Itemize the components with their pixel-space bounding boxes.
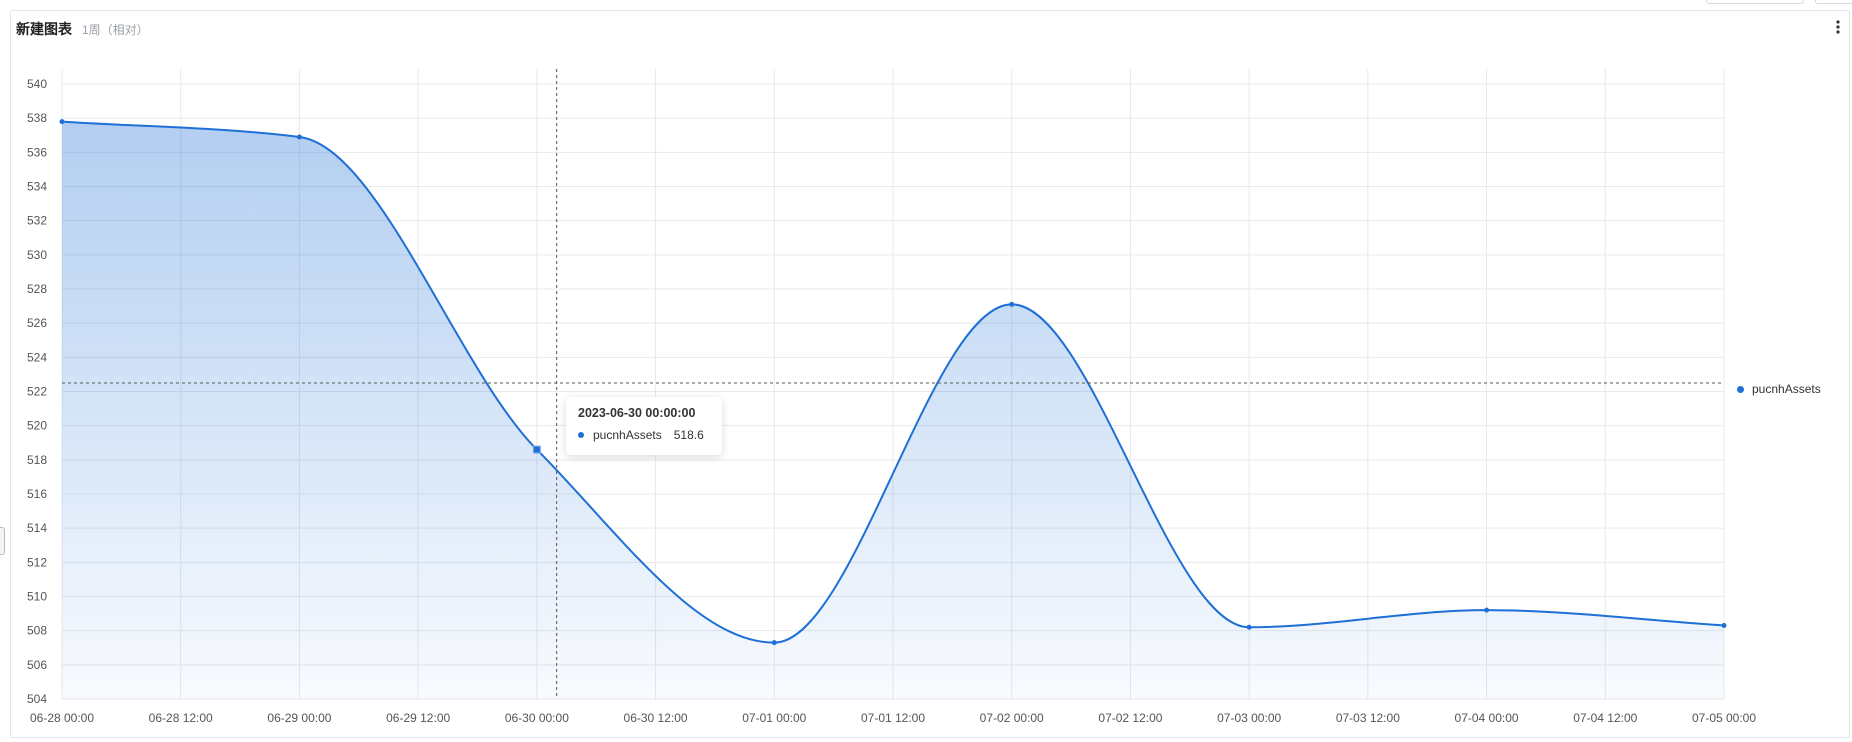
tooltip-value: 518.6 bbox=[673, 428, 704, 442]
y-tick-label: 518 bbox=[27, 453, 47, 467]
more-menu-icon[interactable] bbox=[1831, 17, 1845, 37]
series-area-fill bbox=[62, 121, 1724, 700]
x-axis-ticks: 06-28 00:00 06-28 12:00 06-29 00:00 06-29 1… bbox=[30, 711, 1756, 725]
y-tick-label: 514 bbox=[27, 521, 47, 535]
x-tick-label: 06-28 12:00 bbox=[149, 711, 213, 725]
y-axis-ticks: 504 506 508 510 512 514 516 518 520 522 524 526 528 5… bbox=[27, 77, 47, 706]
x-tick-label: 07-04 00:00 bbox=[1455, 711, 1519, 725]
x-tick-label: 07-05 00:00 bbox=[1692, 711, 1756, 725]
x-tick-label: 06-30 00:00 bbox=[505, 711, 569, 725]
resize-handle[interactable] bbox=[0, 527, 5, 555]
tooltip-row: pucnhAssets 518.6 bbox=[578, 428, 710, 442]
x-tick-label: 07-01 00:00 bbox=[742, 711, 806, 725]
y-tick-label: 540 bbox=[27, 77, 47, 91]
time-range-label: 1周（相对） bbox=[82, 23, 149, 37]
tooltip-series-name: pucnhAssets bbox=[593, 428, 662, 442]
x-tick-label: 07-02 12:00 bbox=[1098, 711, 1162, 725]
y-tick-label: 504 bbox=[27, 692, 47, 706]
highlighted-point bbox=[532, 445, 541, 454]
y-tick-label: 520 bbox=[27, 419, 47, 433]
tooltip-marker-icon bbox=[578, 432, 584, 438]
x-tick-label: 06-28 00:00 bbox=[30, 711, 94, 725]
y-tick-label: 534 bbox=[27, 180, 47, 194]
y-tick-label: 506 bbox=[27, 658, 47, 672]
y-tick-label: 524 bbox=[27, 350, 47, 364]
x-tick-label: 06-29 12:00 bbox=[386, 711, 450, 725]
x-tick-label: 07-03 00:00 bbox=[1217, 711, 1281, 725]
tooltip-title: 2023-06-30 00:00:00 bbox=[578, 406, 696, 420]
y-tick-label: 516 bbox=[27, 487, 47, 501]
y-tick-label: 522 bbox=[27, 385, 47, 399]
x-tick-label: 07-03 12:00 bbox=[1336, 711, 1400, 725]
data-point bbox=[296, 134, 302, 140]
y-tick-label: 508 bbox=[27, 624, 47, 638]
data-point bbox=[771, 640, 777, 646]
y-tick-label: 536 bbox=[27, 145, 47, 159]
data-point bbox=[59, 119, 65, 125]
legend-marker-icon bbox=[1737, 385, 1744, 393]
y-tick-label: 510 bbox=[27, 590, 47, 604]
crosshair bbox=[62, 69, 1724, 699]
top-toolbar-button[interactable] bbox=[1815, 0, 1852, 4]
x-tick-label: 07-01 12:00 bbox=[861, 711, 925, 725]
x-tick-label: 06-30 12:00 bbox=[624, 711, 688, 725]
x-tick-label: 06-29 00:00 bbox=[267, 711, 331, 725]
data-point bbox=[1009, 301, 1015, 307]
series-area bbox=[62, 121, 1724, 700]
y-tick-label: 532 bbox=[27, 214, 47, 228]
tooltip: 2023-06-30 00:00:00 pucnhAssets 518.6 bbox=[566, 397, 722, 455]
x-tick-label: 07-02 00:00 bbox=[980, 711, 1044, 725]
y-tick-label: 538 bbox=[27, 111, 47, 125]
data-point bbox=[1484, 607, 1490, 613]
y-tick-label: 512 bbox=[27, 555, 47, 569]
y-tick-label: 526 bbox=[27, 316, 47, 330]
series-line-path bbox=[61, 120, 1725, 644]
y-tick-label: 530 bbox=[27, 248, 47, 262]
data-point bbox=[1246, 624, 1252, 630]
top-toolbar-button[interactable] bbox=[1706, 0, 1804, 4]
series-line bbox=[61, 120, 1725, 644]
x-tick-label: 07-04 12:00 bbox=[1573, 711, 1637, 725]
data-points bbox=[59, 119, 1727, 646]
legend-label: pucnhAssets bbox=[1752, 382, 1821, 396]
legend-item[interactable]: pucnhAssets bbox=[1737, 382, 1821, 396]
panel-title: 新建图表 bbox=[16, 21, 72, 37]
data-point bbox=[1721, 623, 1727, 629]
y-tick-label: 528 bbox=[27, 282, 47, 296]
panel-header: 新建图表 1周（相对） bbox=[16, 19, 149, 39]
